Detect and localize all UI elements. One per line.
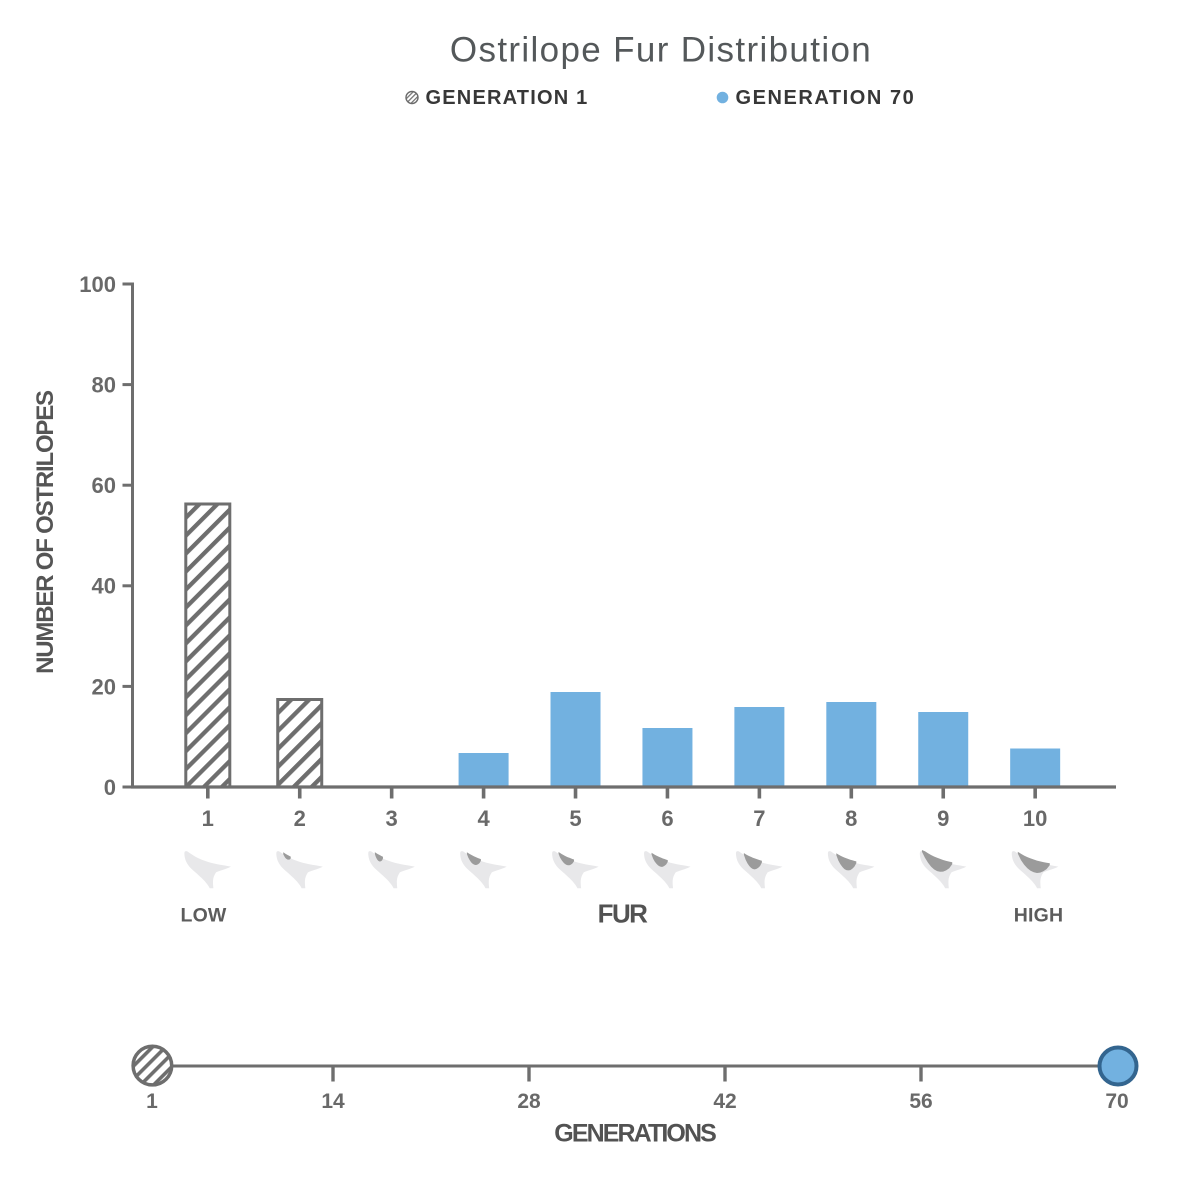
- svg-text:0: 0: [104, 775, 116, 800]
- svg-text:HIGH: HIGH: [1014, 905, 1064, 927]
- svg-text:70: 70: [1105, 1090, 1128, 1113]
- svg-text:10: 10: [1023, 806, 1047, 831]
- svg-text:6: 6: [661, 806, 673, 831]
- svg-text:5: 5: [569, 806, 581, 831]
- svg-text:100: 100: [79, 272, 116, 297]
- svg-text:LOW: LOW: [180, 905, 226, 927]
- svg-text:2: 2: [294, 806, 306, 831]
- svg-text:GENERATION 1: GENERATION 1: [426, 87, 589, 109]
- svg-text:7: 7: [753, 806, 765, 831]
- svg-text:1: 1: [146, 1090, 158, 1113]
- svg-text:8: 8: [845, 806, 857, 831]
- svg-text:1: 1: [202, 806, 214, 831]
- svg-text:GENERATIONS: GENERATIONS: [554, 1120, 716, 1148]
- svg-text:FUR: FUR: [598, 899, 648, 929]
- svg-text:Ostrilope Fur Distribution: Ostrilope Fur Distribution: [450, 31, 872, 70]
- svg-text:NUMBER OF OSTRILOPES: NUMBER OF OSTRILOPES: [32, 390, 59, 674]
- svg-text:GENERATION 70: GENERATION 70: [736, 87, 916, 109]
- svg-text:9: 9: [937, 806, 949, 831]
- svg-text:3: 3: [386, 806, 398, 831]
- svg-text:4: 4: [477, 806, 490, 831]
- svg-text:80: 80: [92, 373, 116, 398]
- svg-text:20: 20: [92, 674, 116, 699]
- svg-text:14: 14: [321, 1090, 345, 1113]
- svg-text:28: 28: [517, 1090, 541, 1113]
- svg-text:56: 56: [909, 1090, 932, 1113]
- svg-text:40: 40: [92, 574, 116, 599]
- svg-text:42: 42: [713, 1090, 736, 1113]
- svg-text:60: 60: [92, 473, 116, 498]
